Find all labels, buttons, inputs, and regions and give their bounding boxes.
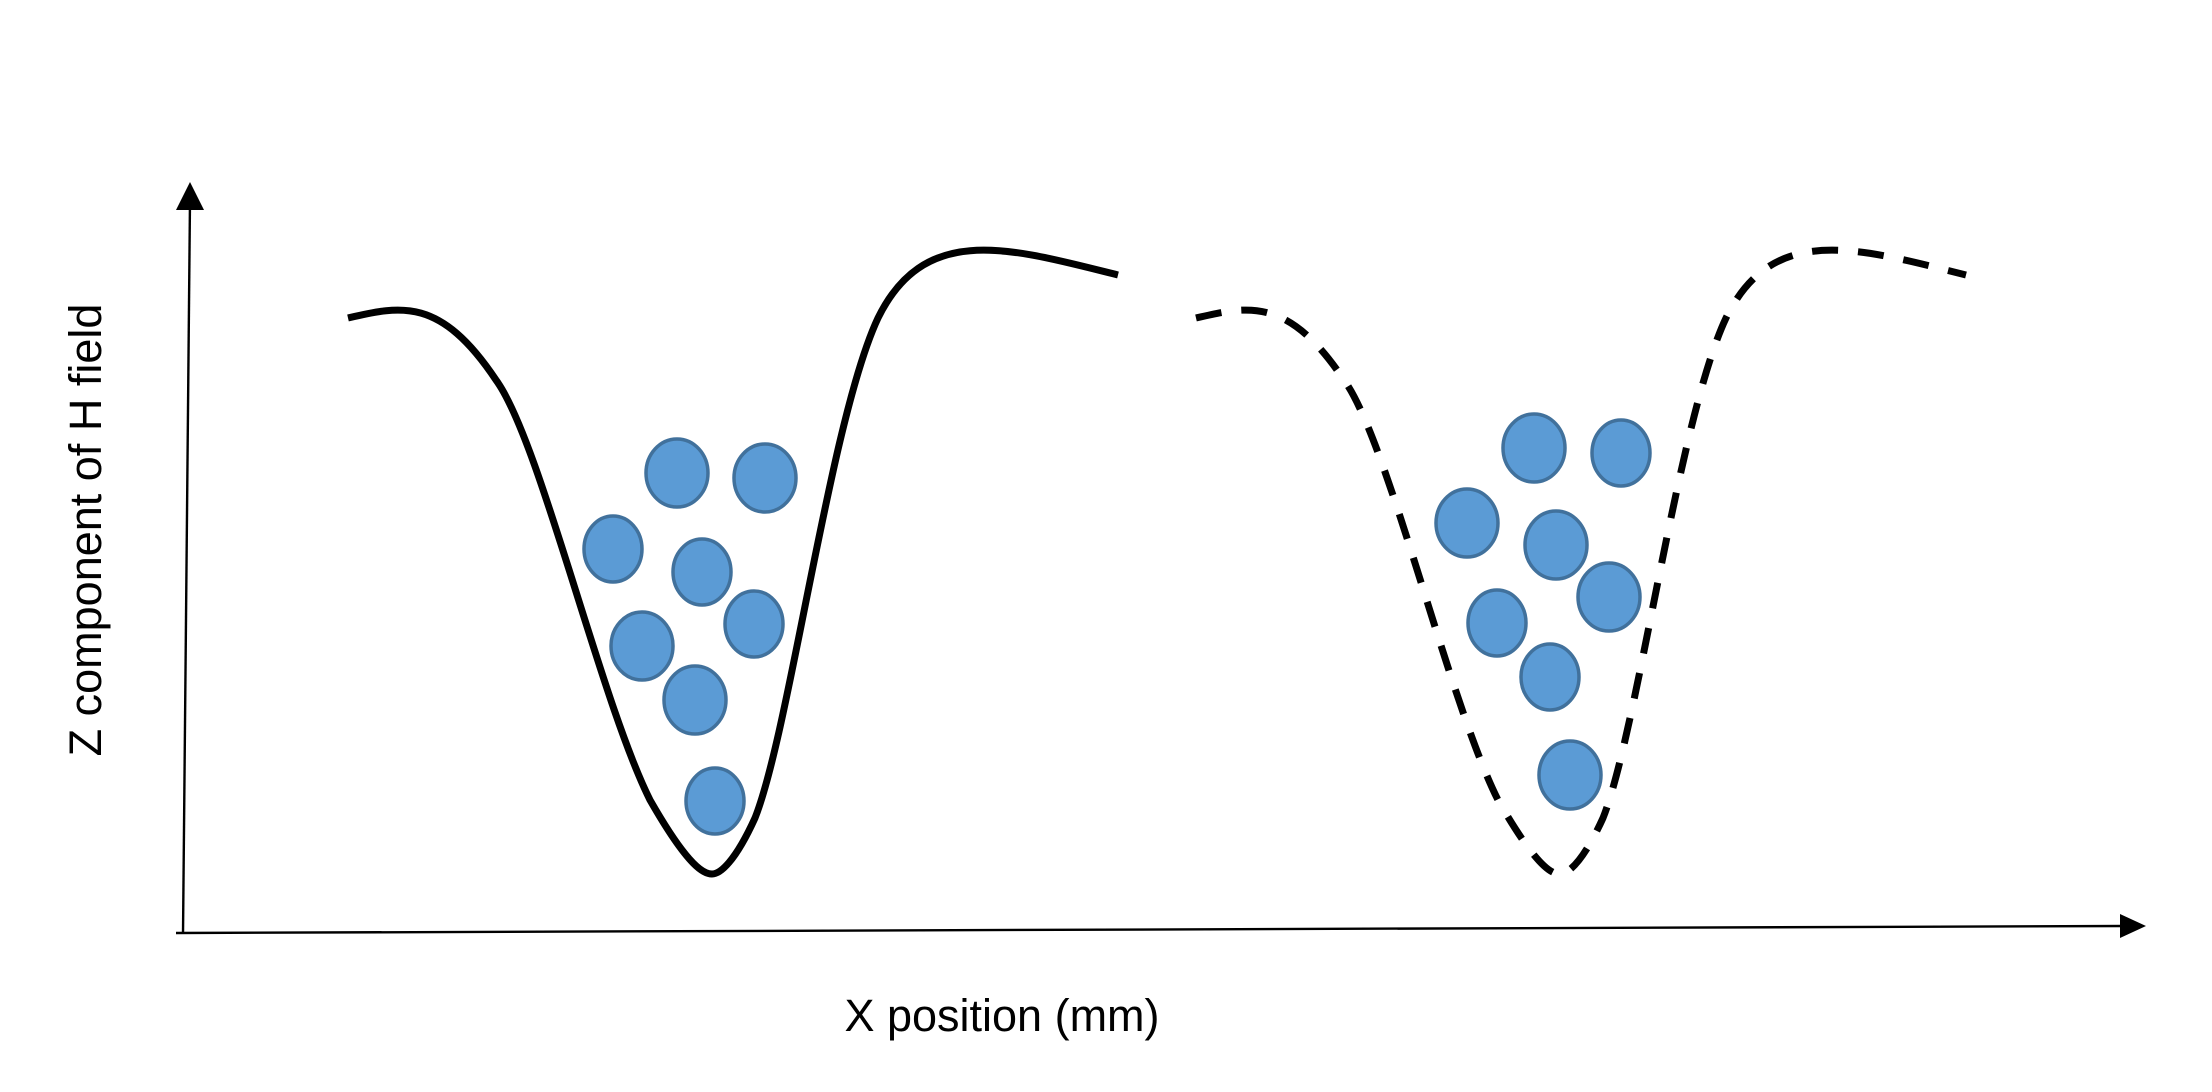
magnetic-particle (1434, 487, 1500, 559)
magnetic-particle (723, 589, 785, 659)
axes (175, 182, 2146, 938)
magnetic-particle (684, 766, 746, 836)
magnetic-particle (1466, 588, 1528, 658)
magnetic-particle (582, 514, 644, 584)
y-axis-line (181, 199, 192, 935)
x-axis-line (175, 924, 2126, 935)
x-axis-arrowhead (2120, 914, 2146, 938)
dashed-field-well-curve (1195, 246, 1967, 878)
magnetic-particle (644, 437, 710, 509)
y-axis-label: Z component of H field (60, 304, 111, 757)
magnetic-particle (1537, 739, 1603, 811)
solid-well-particles (582, 437, 798, 836)
dashed-well-particles (1434, 412, 1652, 811)
magnetic-particle (671, 537, 733, 607)
y-axis-arrowhead (176, 182, 204, 210)
magnetic-particle (1519, 642, 1581, 712)
solid-field-well-curve (347, 246, 1119, 878)
magnetic-particle (662, 664, 728, 736)
magnetic-particle (732, 442, 798, 514)
magnetic-particle (609, 610, 675, 682)
magnetic-particle (1523, 509, 1589, 581)
magnetic-particle (1590, 418, 1652, 488)
magnetic-particle (1576, 561, 1642, 633)
x-axis-label: X position (mm) (844, 990, 1159, 1041)
magnetic-particle (1501, 412, 1567, 484)
